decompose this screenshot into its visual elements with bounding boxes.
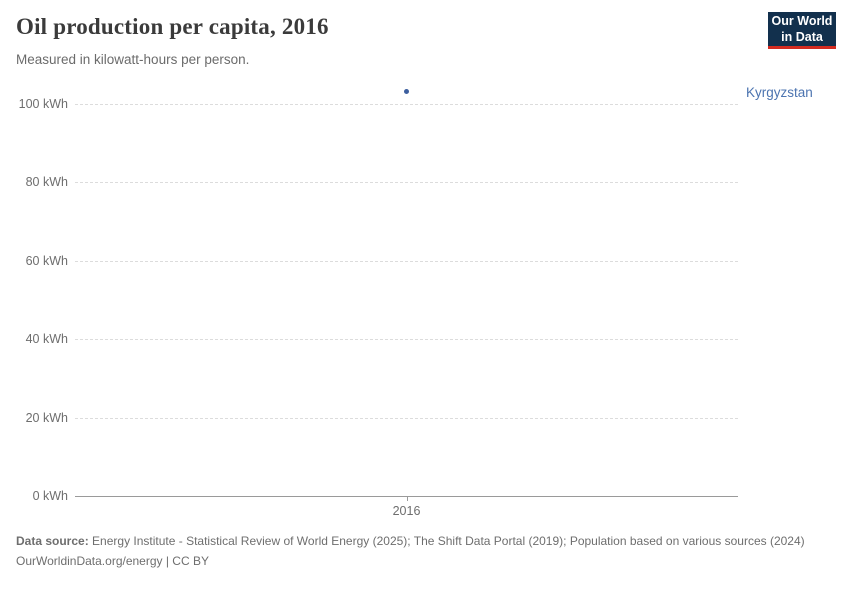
y-gridline [75,339,738,341]
data-source-line: Data source: Energy Institute - Statisti… [16,533,834,549]
chart-footer: Data source: Energy Institute - Statisti… [16,533,834,569]
y-gridline [75,104,738,105]
data-point[interactable] [404,88,409,94]
owid-logo-line1: Our World [771,14,833,28]
chart-title: Oil production per capita, 2016 [16,14,329,39]
footer-link-line[interactable]: OurWorldinData.org/energy | CC BY [16,554,209,568]
y-axis-tick-label: 20 kWh [25,410,68,425]
chart-subtitle: Measured in kilowatt-hours per person. [16,52,250,67]
y-gridline [75,182,738,184]
owid-logo-line2: in Data [781,30,823,44]
y-axis-tick-label: 100 kWh [18,97,68,111]
y-axis-tick-label: 40 kWh [25,332,68,347]
entity-label[interactable]: Kyrgyzstan [746,85,813,101]
data-source-label: Data source: [16,534,89,548]
owid-logo[interactable]: Our World in Data [768,12,836,49]
y-gridline [75,260,738,262]
y-axis-tick-label: 60 kWh [25,253,68,268]
y-gridline [75,417,738,419]
x-axis-tick-label: 2016 [392,504,421,518]
y-axis-tick-label: 80 kWh [25,175,68,190]
data-source-text: Energy Institute - Statistical Review of… [92,534,805,548]
x-axis-tick [406,496,408,501]
y-axis-tick-label: 0 kWh [32,489,68,503]
